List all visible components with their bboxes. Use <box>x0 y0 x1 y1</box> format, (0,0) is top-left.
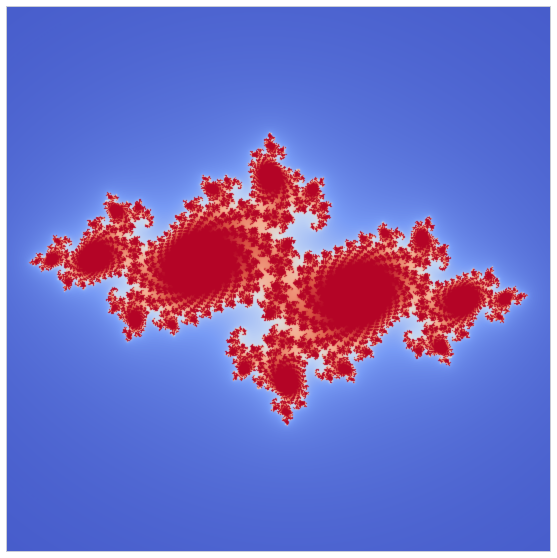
julia-fractal-image <box>7 7 550 551</box>
fractal-image-frame <box>6 6 551 552</box>
